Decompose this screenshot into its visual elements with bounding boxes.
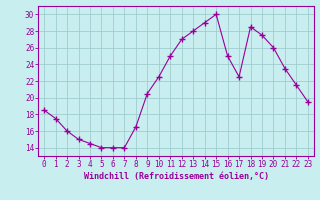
X-axis label: Windchill (Refroidissement éolien,°C): Windchill (Refroidissement éolien,°C) xyxy=(84,172,268,181)
